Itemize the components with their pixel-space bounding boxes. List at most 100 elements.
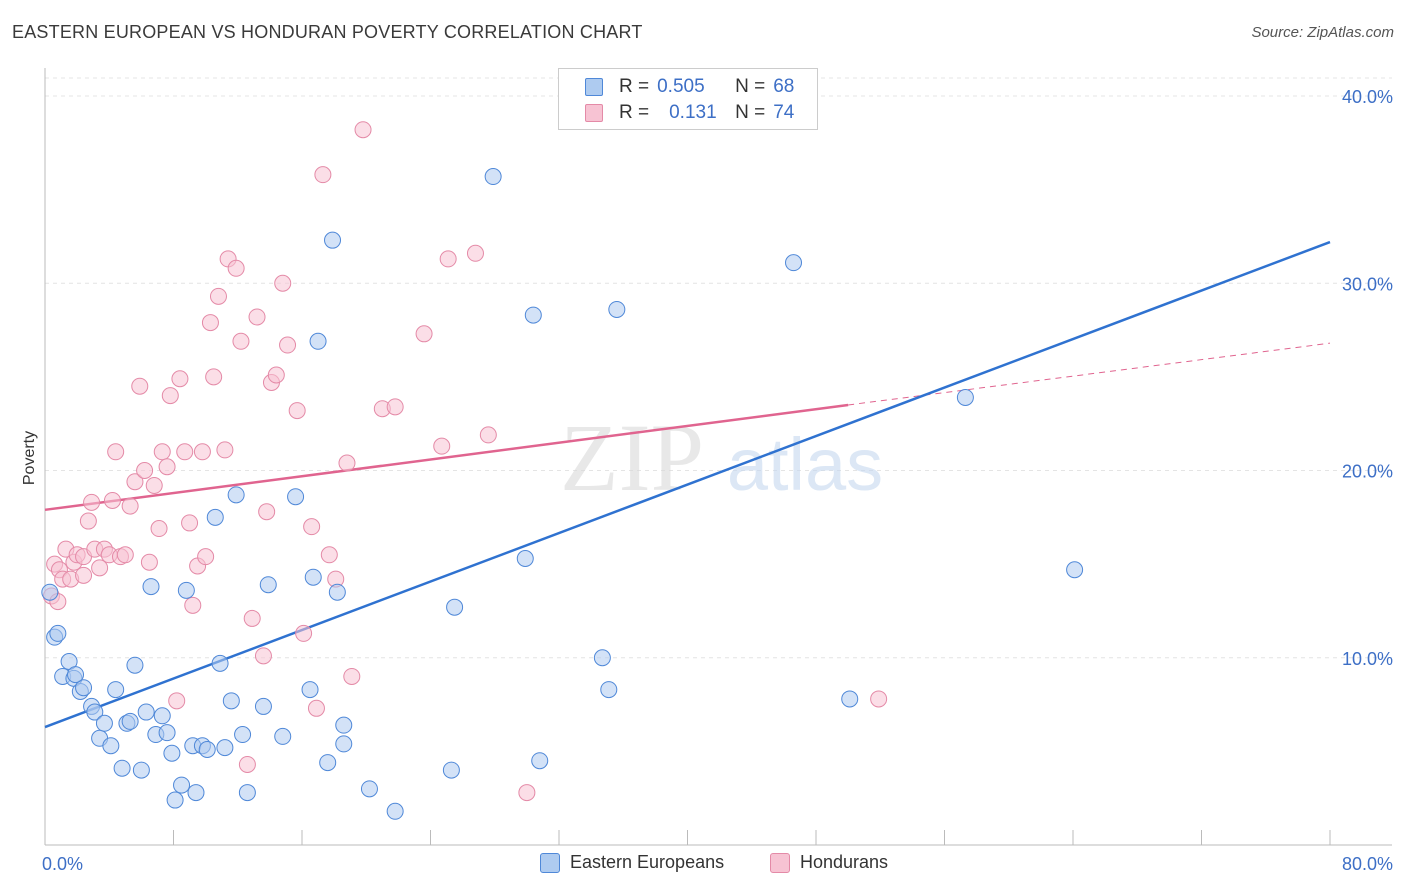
honduran-point (150, 520, 168, 538)
eastern-european-point (335, 735, 353, 753)
honduran-point (274, 274, 292, 292)
eastern-europeans-points (41, 87, 1084, 820)
hondurans-points (42, 121, 888, 802)
eastern-european-point (785, 254, 803, 272)
honduran-point (314, 166, 332, 184)
honduran-point (91, 559, 109, 577)
honduran-point (168, 692, 186, 710)
honduran-point (161, 387, 179, 405)
honduran-point (205, 368, 223, 386)
honduran-point (479, 426, 497, 444)
source-credit: Source: ZipAtlas.com (1251, 24, 1394, 41)
eastern-european-point (75, 679, 93, 697)
eastern-european-point (956, 388, 974, 406)
eastern-european-point (319, 754, 337, 772)
honduran-point (131, 377, 149, 395)
x-tick-label-min: 0.0% (42, 854, 83, 874)
hondurans-trendline (44, 403, 849, 512)
honduran-point (338, 454, 356, 472)
honduran-point (354, 121, 372, 139)
eastern-european-point (121, 712, 139, 730)
honduran-point (232, 332, 250, 350)
honduran-point (116, 546, 134, 564)
honduran-point (254, 647, 272, 665)
eastern-european-point (227, 486, 245, 504)
gridlines (45, 77, 1392, 659)
n-label: N = (735, 76, 766, 97)
honduran-point (295, 624, 313, 642)
n-value: 68 (773, 76, 795, 97)
n-value: 74 (773, 102, 795, 123)
honduran-point (279, 336, 297, 354)
eastern-european-point (301, 681, 319, 699)
legend-item-hondurans[interactable]: Hondurans (770, 852, 888, 873)
eastern-european-point (386, 802, 404, 820)
legend-item-eastern-europeans[interactable]: Eastern Europeans (540, 852, 724, 873)
n-label: N = (735, 102, 766, 123)
honduran-point (227, 259, 245, 277)
chart-title: EASTERN EUROPEAN VS HONDURAN POVERTY COR… (12, 22, 643, 42)
legend-row-eastern-europeans: R = 0.505 N = 68 (585, 75, 794, 99)
honduran-point (343, 667, 361, 685)
eastern-european-point (484, 168, 502, 186)
eastern-european-point (222, 692, 240, 710)
eastern-european-point (132, 761, 150, 779)
honduran-point (158, 458, 176, 476)
honduran-point (216, 441, 234, 459)
legend-row-hondurans: R = 0.131 N = 74 (585, 101, 794, 125)
eastern-european-point (328, 583, 346, 601)
r-value: 0.131 (669, 102, 717, 123)
pink-swatch (585, 104, 603, 122)
honduran-point (140, 553, 158, 571)
x-tick-label-max: 80.0% (1342, 854, 1393, 874)
honduran-point (320, 546, 338, 564)
honduran-point (209, 287, 227, 305)
eastern-european-point (446, 598, 464, 616)
honduran-point (145, 476, 163, 494)
honduran-point (288, 402, 306, 420)
eastern-european-point (67, 666, 85, 684)
eastern-european-point (153, 707, 171, 725)
eastern-european-point (1066, 561, 1084, 579)
y-axis-title: Poverty (21, 431, 38, 485)
eastern-european-point (234, 726, 252, 744)
honduran-point (121, 497, 139, 515)
eastern-european-point (211, 654, 229, 672)
honduran-point (415, 325, 433, 343)
honduran-point (258, 503, 276, 521)
eastern-european-point (142, 578, 160, 596)
eastern-european-point (274, 727, 292, 745)
r-label: R = (619, 102, 650, 123)
eastern-european-point (254, 697, 272, 715)
eastern-european-point (41, 583, 59, 601)
y-tick-label: 20.0% (1342, 462, 1393, 482)
honduran-point (126, 473, 144, 491)
honduran-point (193, 443, 211, 461)
eastern-european-point (335, 716, 353, 734)
eastern-european-point (524, 306, 542, 324)
legend-label: Eastern Europeans (570, 852, 725, 872)
r-label: R = (619, 76, 650, 97)
watermark-zip: ZIP (560, 404, 704, 511)
honduran-point (75, 566, 93, 584)
honduran-point (248, 308, 266, 326)
honduran-point (243, 609, 261, 627)
eastern-european-point (137, 703, 155, 721)
eastern-european-point (177, 581, 195, 599)
eastern-european-point (216, 739, 234, 757)
honduran-point (153, 443, 171, 461)
eastern-european-point (198, 741, 216, 759)
series-legend: Eastern Europeans Hondurans (0, 852, 1406, 878)
honduran-point (439, 250, 457, 268)
eastern-european-point (158, 724, 176, 742)
eastern-european-point (841, 690, 859, 708)
eastern-european-point (442, 761, 460, 779)
eastern-european-point (49, 624, 67, 642)
eastern-european-point (608, 300, 626, 318)
honduran-point (307, 699, 325, 717)
eastern-european-point (113, 759, 131, 777)
eastern-european-point (86, 703, 104, 721)
honduran-point (83, 493, 101, 511)
y-tick-label: 40.0% (1342, 87, 1393, 107)
eastern-european-point (360, 780, 378, 798)
